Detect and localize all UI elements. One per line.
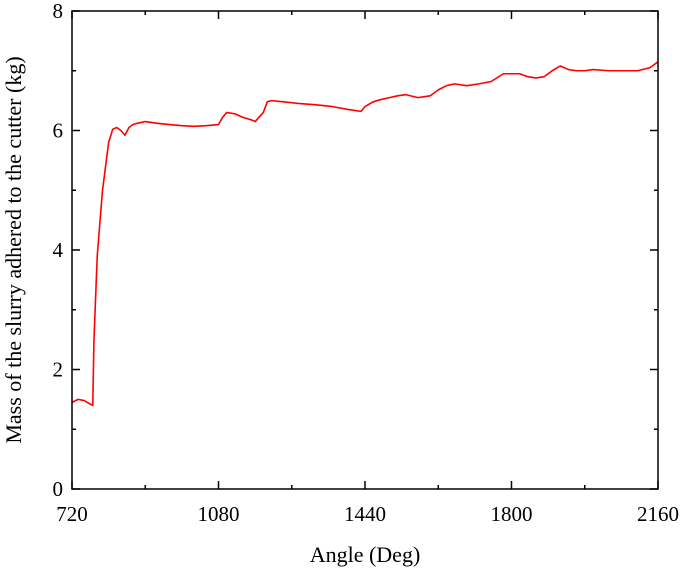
x-tick-label: 1440 — [344, 502, 386, 526]
y-tick-label: 2 — [53, 358, 64, 382]
x-tick-label: 1080 — [198, 502, 240, 526]
x-tick-label: 720 — [56, 502, 88, 526]
tick-labels-layer: 720 1080 1440 1800 2160 0 2 4 6 8 — [53, 0, 680, 526]
y-tick-label: 0 — [53, 477, 64, 501]
plot-frame — [71, 10, 659, 490]
x-axis-label: Angle (Deg) — [310, 542, 421, 567]
y-tick-label: 8 — [53, 0, 64, 23]
y-tick-label: 6 — [53, 119, 64, 143]
y-tick-label: 4 — [53, 238, 64, 262]
series-layer — [71, 61, 659, 407]
plot-area — [72, 11, 658, 489]
x-tick-label: 2160 — [637, 502, 679, 526]
x-tick-label: 1800 — [491, 502, 533, 526]
y-axis-label: Mass of the slurry adhered to the cutter… — [1, 56, 26, 443]
series-line-0 — [71, 61, 659, 407]
